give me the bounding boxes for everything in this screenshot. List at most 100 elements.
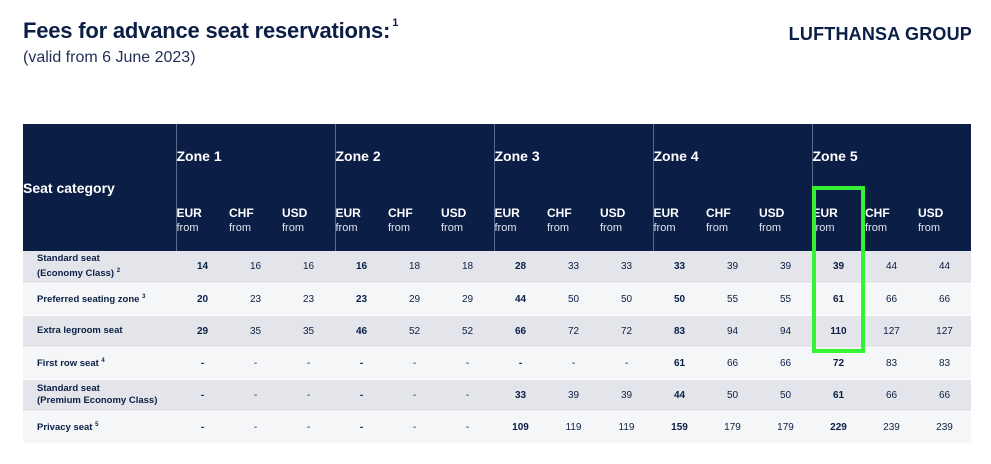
fee-cell: 66 (918, 283, 971, 316)
seat-category-name: Privacy seat (37, 422, 93, 434)
currency-code: CHF (229, 205, 254, 220)
fee-cell: 179 (759, 411, 812, 444)
fee-cell: - (441, 411, 494, 444)
fee-cell: - (176, 379, 229, 412)
zone-header: Zone 4 (652, 124, 812, 188)
fee-cell: - (282, 347, 335, 380)
fee-cell: 16 (282, 251, 335, 284)
fee-cell: 33 (653, 251, 706, 284)
currency-header: CHF from (706, 188, 759, 251)
zone-header: Zone 2 (334, 124, 494, 188)
fee-cell: 239 (918, 411, 971, 444)
currency-header: CHF from (388, 188, 441, 251)
footnote-marker: 3 (142, 294, 146, 301)
from-label: from (865, 221, 887, 234)
fee-cell: 16 (229, 251, 282, 284)
from-label: from (176, 221, 199, 234)
footnote-marker: 4 (101, 358, 105, 365)
fee-cell: 29 (388, 283, 441, 316)
seat-fees-table: Seat category Zone 1 Zone 2 Zone 3 Zone … (23, 124, 971, 444)
fee-cell: 66 (865, 283, 918, 316)
currency-code: EUR (176, 205, 202, 220)
seat-category-name: Extra legroom seat (37, 325, 123, 336)
fee-cell: - (494, 347, 547, 380)
fee-cell: 39 (759, 251, 812, 284)
table-row: Privacy seat 5- - - - - -109 119 119 159 179 179 22… (23, 411, 971, 444)
currency-header: EUR from (811, 188, 865, 251)
fee-cell: 66 (759, 347, 812, 380)
currency-header: USD from (600, 188, 653, 251)
currency-header: CHF from (229, 188, 282, 251)
seat-category-cell: Extra legroom seat (23, 315, 176, 348)
fee-cell: - (600, 347, 653, 380)
fee-cell: 119 (600, 411, 653, 444)
title-footnote: 1 (392, 16, 399, 29)
fee-cell: 55 (759, 283, 812, 316)
seat-category-name: Standard seat (37, 383, 100, 394)
from-label: from (282, 221, 304, 234)
fee-cell: 28 (494, 251, 547, 284)
from-label: from (547, 221, 569, 234)
fee-cell: 66 (706, 347, 759, 380)
fee-cell: 23 (335, 283, 388, 316)
fee-cell: 61 (653, 347, 706, 380)
fee-cell: 50 (600, 283, 653, 316)
fee-cell: 50 (759, 379, 812, 412)
page-title: Fees for advance seat reservations: 1 (23, 16, 399, 44)
fee-rows: Standard seat (Economy Class) 2 14 16 16 16 18… (23, 251, 971, 444)
seat-category-cell: First row seat 4 (23, 347, 176, 380)
currency-header: EUR from (652, 188, 706, 251)
fee-cell: - (229, 347, 282, 380)
fee-cell: - (388, 411, 441, 444)
table-row: Standard seat (Premium Economy Class) - - - -… (23, 379, 971, 412)
fee-cell: 66 (494, 315, 547, 348)
zone-header: Zone 3 (493, 124, 653, 188)
currency-header: CHF from (547, 188, 600, 251)
currency-header: EUR from (493, 188, 547, 251)
fee-cell: - (441, 347, 494, 380)
fee-cell: 94 (706, 315, 759, 348)
seat-category-name: Standard seat (37, 253, 100, 265)
page-subtitle: (valid from 6 June 2023) (23, 49, 196, 66)
fee-cell: 35 (229, 315, 282, 348)
fee-cell: 127 (918, 315, 971, 348)
currency-header: CHF from (865, 188, 918, 251)
fee-cell: 66 (918, 379, 971, 412)
fee-cell: - (282, 379, 335, 412)
fee-cell: - (388, 379, 441, 412)
fee-cell: 18 (388, 251, 441, 284)
fee-cell: 66 (865, 379, 918, 412)
fee-cell: 39 (600, 379, 653, 412)
zone-header: Zone 1 (175, 124, 335, 188)
seat-category-name: First row seat (37, 358, 99, 370)
seat-category-class: (Premium Economy Class) (37, 395, 158, 406)
fee-cell: 61 (812, 379, 865, 412)
fee-cell: - (176, 347, 229, 380)
fee-cell: 94 (759, 315, 812, 348)
from-label: from (441, 221, 463, 234)
zone-header: Zone 5 (811, 124, 971, 188)
currency-code: EUR (335, 205, 361, 220)
fee-cell: - (388, 347, 441, 380)
from-label: from (600, 221, 622, 234)
fee-cell: - (229, 411, 282, 444)
fee-cell: 55 (706, 283, 759, 316)
fee-cell: 44 (653, 379, 706, 412)
fee-cell: 33 (600, 251, 653, 284)
from-label: from (759, 221, 781, 234)
fee-cell: 44 (918, 251, 971, 284)
currency-header: USD from (759, 188, 812, 251)
seat-category-header: Seat category (23, 124, 176, 251)
from-label: from (494, 221, 517, 234)
from-label: from (335, 221, 358, 234)
title-text: Fees for advance seat reservations: (23, 18, 391, 43)
fee-cell: 29 (441, 283, 494, 316)
fee-cell: 39 (706, 251, 759, 284)
fee-cell: 46 (335, 315, 388, 348)
currency-header: USD from (282, 188, 335, 251)
zone-header-row: Seat category Zone 1 Zone 2 Zone 3 Zone … (23, 124, 971, 251)
fee-cell: 39 (812, 251, 865, 284)
currency-code: USD (918, 205, 944, 220)
fee-cell: 16 (335, 251, 388, 284)
seat-category-cell: Standard seat (Premium Economy Class) (23, 379, 176, 412)
